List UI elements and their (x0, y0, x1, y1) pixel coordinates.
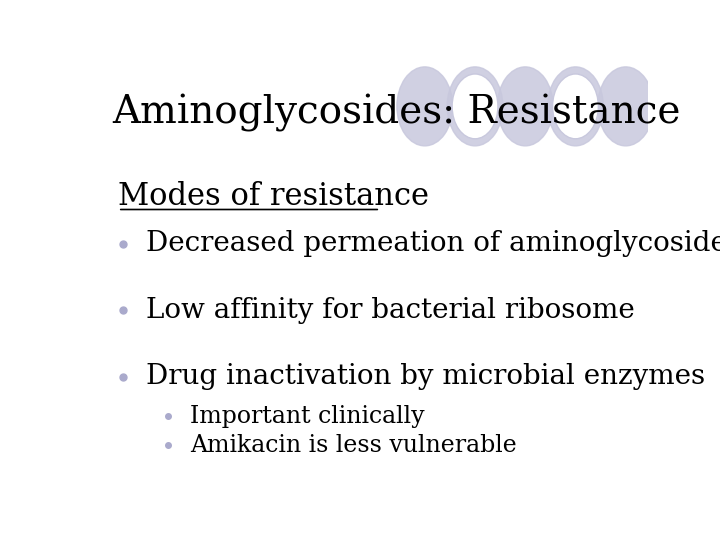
Text: Modes of resistance: Modes of resistance (118, 181, 429, 212)
Ellipse shape (447, 67, 503, 146)
Text: Decreased permeation of aminoglycosides: Decreased permeation of aminoglycosides (145, 230, 720, 257)
Ellipse shape (598, 67, 654, 146)
Ellipse shape (498, 67, 553, 146)
Text: Low affinity for bacterial ribosome: Low affinity for bacterial ribosome (145, 296, 634, 323)
Text: Aminoglycosides: Resistance: Aminoglycosides: Resistance (112, 94, 681, 132)
Ellipse shape (548, 67, 603, 146)
Ellipse shape (452, 74, 498, 139)
Ellipse shape (397, 67, 453, 146)
Text: Drug inactivation by microbial enzymes: Drug inactivation by microbial enzymes (145, 363, 705, 390)
Text: Important clinically: Important clinically (190, 404, 425, 428)
Ellipse shape (552, 74, 598, 139)
Text: Amikacin is less vulnerable: Amikacin is less vulnerable (190, 434, 517, 457)
